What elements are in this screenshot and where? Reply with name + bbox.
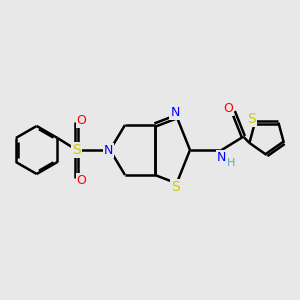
Text: H: H: [227, 158, 235, 168]
Text: S: S: [171, 180, 179, 194]
Text: O: O: [77, 173, 87, 187]
Text: N: N: [170, 106, 180, 119]
Text: N: N: [217, 151, 226, 164]
Text: O: O: [224, 102, 233, 115]
Text: S: S: [72, 143, 81, 157]
Text: O: O: [77, 113, 87, 127]
Text: N: N: [103, 143, 113, 157]
Text: S: S: [247, 112, 256, 126]
